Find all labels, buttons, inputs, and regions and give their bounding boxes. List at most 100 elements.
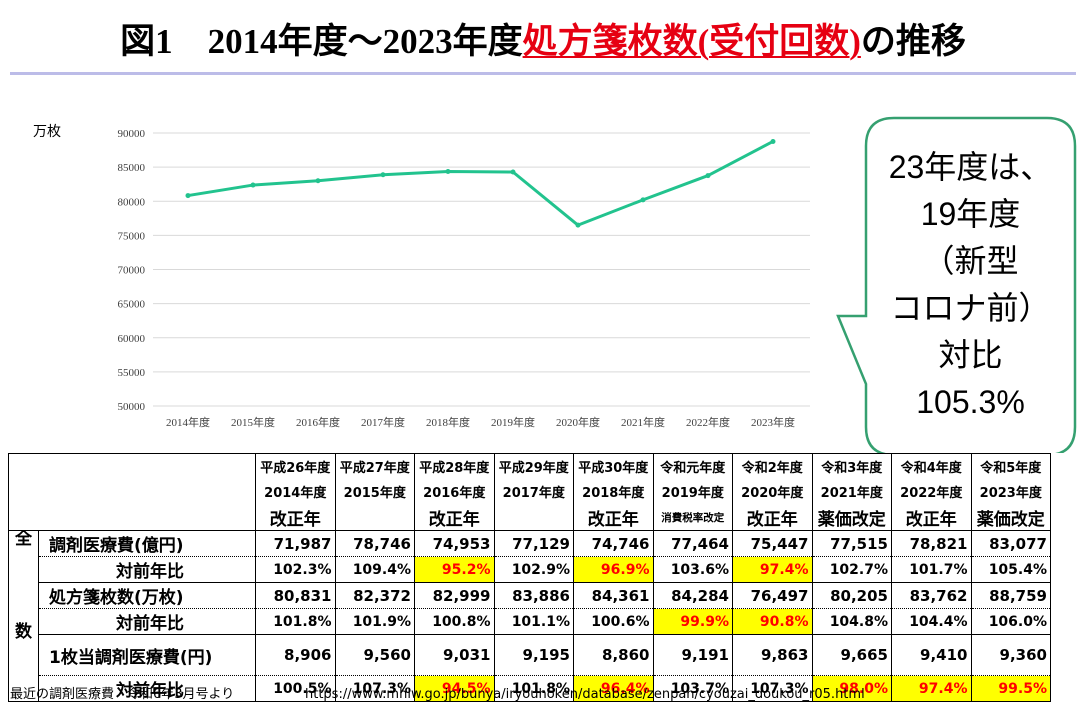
header-year-cell: 2017年度	[493, 478, 574, 505]
value-cell: 100.5%	[255, 675, 336, 702]
x-tick-label: 2016年度	[296, 415, 340, 429]
value-cell: 88,759	[970, 582, 1051, 609]
source-note: 最近の調剤医療費 令和6年3月号より	[10, 687, 235, 702]
header-year-cell: 2023年度	[970, 478, 1051, 505]
value-cell: 77,464	[652, 530, 733, 557]
value-cell: 83,077	[970, 530, 1051, 557]
y-tick-label: 65000	[118, 299, 146, 311]
title-suffix: の推移	[860, 22, 966, 61]
value-cell: 103.6%	[652, 556, 733, 583]
callout-line: 105.3%	[916, 384, 1025, 420]
value-cell: 101.8%	[493, 675, 574, 702]
yoy-label: 対前年比	[38, 675, 256, 702]
value-cell: 77,129	[493, 530, 574, 557]
header-era-cell: 平成28年度	[414, 453, 495, 479]
data-point	[575, 222, 581, 228]
header-row: 改正年 改正年 改正年 消費税率改定 改正年 薬価改定 改正年 薬価改定	[9, 504, 1051, 531]
value-cell: 106.0%	[970, 608, 1051, 635]
value-cell: 76,497	[732, 582, 813, 609]
header-note-cell: 薬価改定	[811, 504, 892, 531]
source-url: https://www.mhlw.go.jp/bunya/iryouhoken/…	[305, 687, 865, 702]
title-highlight: 処方箋枚数(受付回数)	[522, 22, 861, 61]
value-cell: 84,361	[573, 582, 654, 609]
value-cell: 78,746	[334, 530, 415, 557]
table-row: 処方箋枚数(万枚) 80,831 82,372 82,999 83,886 84,361 8…	[9, 582, 1051, 609]
value-cell: 82,999	[414, 582, 495, 609]
callout-line: （新型	[922, 243, 1019, 279]
header-year-cell: 2016年度	[414, 478, 495, 505]
table-row: 対前年比 100.5% 107.3% 94.5% 101.8% 96.4% 103.7% 10…	[9, 675, 1051, 702]
value-cell-highlighted: 95.2%	[414, 556, 495, 583]
value-cell-highlighted: 97.4%	[732, 556, 813, 583]
header-era-cell: 令和元年度	[652, 453, 733, 479]
value-cell: 109.4%	[334, 556, 415, 583]
header-note-cell: 消費税率改定	[652, 504, 733, 531]
data-point	[510, 169, 516, 175]
value-cell: 9,560	[334, 634, 415, 676]
x-tick-label: 2020年度	[556, 415, 600, 429]
value-cell: 102.9%	[493, 556, 574, 583]
value-cell: 77,515	[811, 530, 892, 557]
data-point	[705, 173, 711, 179]
value-cell: 102.7%	[811, 556, 892, 583]
table-row: 1枚当調剤医療費(円) 8,906 9,560 9,031 9,195 8,860 9,19…	[9, 634, 1051, 676]
value-cell-highlighted: 97.4%	[891, 675, 972, 702]
page-title: 図1 2014年度～2023年度処方箋枚数(受付回数)の推移	[0, 18, 1086, 66]
value-cell: 101.7%	[891, 556, 972, 583]
header-note-cell: 改正年	[891, 504, 972, 531]
data-point	[640, 197, 646, 203]
callout-line: コロナ前）	[890, 290, 1051, 326]
series-line	[186, 139, 775, 227]
data-point	[185, 193, 191, 199]
data-point	[380, 172, 386, 178]
y-tick-label: 60000	[118, 333, 146, 345]
callout-line: 対比	[938, 337, 1003, 373]
value-cell: 8,860	[573, 634, 654, 676]
x-tick-label: 2019年度	[491, 415, 535, 429]
x-tick-label: 2018年度	[426, 415, 470, 429]
value-cell: 78,821	[891, 530, 972, 557]
data-point	[315, 178, 321, 184]
value-cell: 82,372	[334, 582, 415, 609]
x-tick-label: 2017年度	[361, 415, 405, 429]
value-cell: 9,031	[414, 634, 495, 676]
y-tick-label: 80000	[118, 196, 146, 208]
value-cell: 75,447	[732, 530, 813, 557]
header-era-cell: 令和3年度	[811, 453, 892, 479]
value-cell: 9,191	[652, 634, 733, 676]
header-row: 平成26年度 平成27年度 平成28年度 平成29年度 平成30年度 令和元年度 令和2年度…	[8, 453, 1051, 531]
header-note-cell	[334, 504, 415, 531]
header-year-cell: 2021年度	[811, 478, 892, 505]
title-divider	[10, 72, 1076, 75]
value-cell: 80,831	[255, 582, 336, 609]
value-cell: 84,284	[652, 582, 733, 609]
value-cell-highlighted: 98.0%	[811, 675, 892, 702]
header-era-cell: 平成30年度	[573, 453, 654, 479]
header-note-cell: 改正年	[573, 504, 654, 531]
header-year-cell: 2020年度	[732, 478, 813, 505]
header-note-cell: 改正年	[414, 504, 495, 531]
y-axis-unit-label: 万枚	[33, 124, 61, 140]
value-cell: 100.8%	[414, 608, 495, 635]
value-cell-highlighted: 99.9%	[652, 608, 733, 635]
value-cell-highlighted: 94.5%	[414, 675, 495, 702]
value-cell: 9,410	[891, 634, 972, 676]
value-cell-highlighted: 96.4%	[573, 675, 654, 702]
data-table: 平成26年度 平成27年度 平成28年度 平成29年度 平成30年度 令和元年度 令和2年度…	[8, 453, 1051, 702]
table-body: 平成26年度 平成27年度 平成28年度 平成29年度 平成30年度 令和元年度 令和2年度…	[8, 453, 1051, 702]
callout-bubble	[836, 116, 1077, 453]
value-cell: 9,863	[732, 634, 813, 676]
header-note-cell: 改正年	[732, 504, 813, 531]
x-tick-label: 2021年度	[621, 415, 665, 429]
header-row: 2014年度 2015年度 2016年度 2017年度 2018年度 2019年度 2020…	[9, 478, 1051, 505]
header-era-cell: 令和4年度	[891, 453, 972, 479]
callout-line: 19年度	[920, 196, 1021, 232]
header-note-cell	[493, 504, 574, 531]
x-tick-label: 2022年度	[686, 415, 730, 429]
value-cell: 100.6%	[573, 608, 654, 635]
y-tick-label: 55000	[118, 367, 146, 379]
y-tick-label: 85000	[118, 162, 146, 174]
y-tick-label: 90000	[118, 128, 146, 140]
value-cell: 9,360	[970, 634, 1051, 676]
x-tick-label: 2015年度	[231, 415, 275, 429]
